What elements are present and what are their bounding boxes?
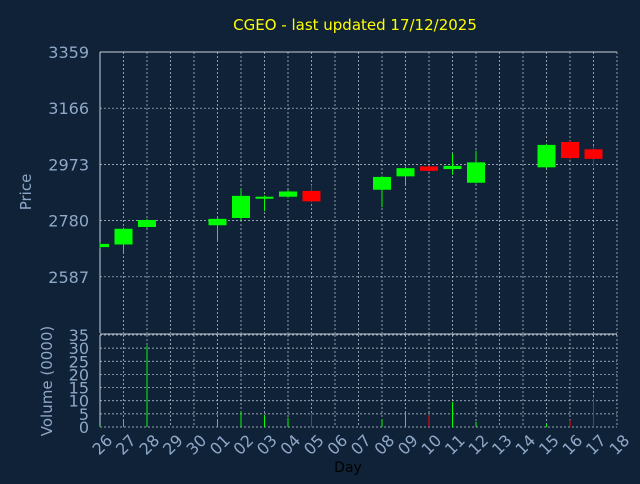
- candle-body: [584, 149, 603, 159]
- volume-tick-label: 5: [79, 405, 89, 424]
- x-axis-label: Day: [334, 460, 362, 476]
- price-tick-label: 2587: [48, 268, 89, 287]
- candle-body: [302, 190, 321, 202]
- candle-body: [208, 218, 227, 226]
- candle-body: [537, 144, 556, 168]
- candle-body: [396, 168, 415, 177]
- volume-tick-label: 30: [69, 339, 89, 358]
- x-tick-label: 18: [605, 431, 633, 459]
- candle-body: [279, 191, 297, 197]
- price-axis-label: Price: [17, 174, 35, 211]
- candle-body: [100, 243, 109, 248]
- price-tick-label: 3359: [48, 43, 89, 62]
- price-tick-label: 2780: [48, 212, 89, 231]
- volume-tick-label: 10: [69, 392, 89, 411]
- volume-tick-label: 0: [79, 418, 89, 437]
- candle-body: [467, 162, 485, 183]
- candle-body: [443, 165, 462, 170]
- candle-body: [255, 196, 274, 199]
- price-tick-label: 3166: [48, 99, 89, 118]
- volume-tick-label: 25: [69, 352, 89, 371]
- candle-body: [232, 195, 250, 218]
- chart-title: CGEO - last updated 17/12/2025: [233, 16, 477, 34]
- candle-body: [373, 176, 391, 190]
- candle-body: [561, 141, 579, 158]
- candle-body: [420, 166, 438, 171]
- volume-axis-label: Volume (0000): [38, 326, 56, 436]
- grid-lines: [99, 51, 618, 428]
- candle-body: [138, 220, 156, 228]
- volume-tick-label: 15: [69, 379, 89, 398]
- volume-tick-label: 20: [69, 365, 89, 384]
- candle-body: [114, 228, 133, 245]
- price-tick-label: 2973: [48, 155, 89, 174]
- volume-tick-label: 35: [69, 326, 89, 345]
